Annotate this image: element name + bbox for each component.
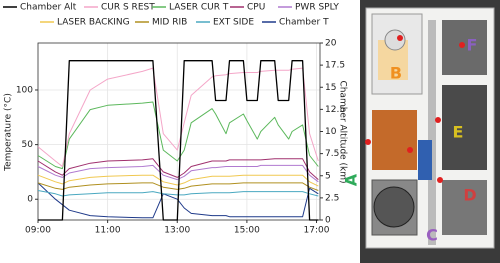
y2-tick-label: 2.5 [325, 193, 339, 203]
legend-label: PWR SPLY [295, 3, 339, 13]
series-line [37, 67, 319, 167]
y-tick-label: 0 [27, 195, 33, 205]
y2-tick-label: 5 [325, 171, 331, 181]
y2-axis-label: Chamber Altitude (km) [338, 80, 348, 183]
plot-frame [37, 42, 321, 221]
legend-label: EXT SIDE [213, 18, 254, 28]
legend-label: CUR S REST [101, 3, 155, 13]
y2-tick-label: 17.5 [325, 61, 345, 71]
board [442, 180, 487, 235]
y2-tick-label: 0 [325, 216, 331, 226]
series-line [37, 158, 319, 180]
photo-label: D [463, 186, 476, 205]
cables [418, 140, 432, 180]
x-tick-label: 11:00 [95, 226, 121, 236]
photo: A B C D E F [342, 0, 500, 263]
board [442, 20, 487, 75]
y2-tick-label: 20 [325, 39, 337, 49]
sensor [365, 139, 371, 145]
sensor [459, 42, 465, 48]
legend-label: Chamber Alt [20, 3, 77, 13]
x-tick-label: 15:00 [234, 226, 260, 236]
legend-label: MID RIB [152, 18, 187, 28]
series-line [38, 60, 319, 221]
photo-label: A [342, 173, 361, 186]
x-tick-label: 13:00 [164, 226, 190, 236]
series-line [37, 164, 319, 183]
y2-tick-label: 12.5 [325, 105, 345, 115]
y-tick-label: 100 [16, 85, 33, 95]
photo-label: F [467, 36, 478, 55]
rail [428, 20, 436, 245]
series-line [37, 190, 319, 197]
x-tick-label: 09:00 [25, 226, 51, 236]
legend-label: LASER CUR T [169, 3, 229, 13]
series-line [37, 182, 319, 191]
sensor [435, 117, 441, 123]
sensor [397, 35, 403, 41]
y2-tick-label: 10 [325, 127, 337, 137]
photo-label: E [453, 123, 464, 142]
photo-label: B [390, 64, 402, 83]
y-tick-label: 50 [22, 140, 34, 150]
sensor [407, 147, 413, 153]
legend-label: LASER BACKING [57, 18, 130, 28]
fan [373, 186, 415, 228]
y-axis-label: Temperature (°C) [4, 93, 14, 172]
board [442, 85, 487, 170]
series-line [37, 182, 319, 219]
y2-tick-label: 15 [325, 83, 336, 93]
legend-label: Chamber T [279, 18, 329, 28]
legend-label: CPU [247, 3, 265, 13]
x-tick-label: 17:00 [304, 226, 330, 236]
photo-label: C [426, 226, 438, 245]
coil [372, 110, 417, 170]
series-line [37, 101, 319, 170]
y2-tick-label: 7.5 [325, 149, 339, 159]
sensor [437, 177, 443, 183]
series-line [37, 174, 319, 187]
